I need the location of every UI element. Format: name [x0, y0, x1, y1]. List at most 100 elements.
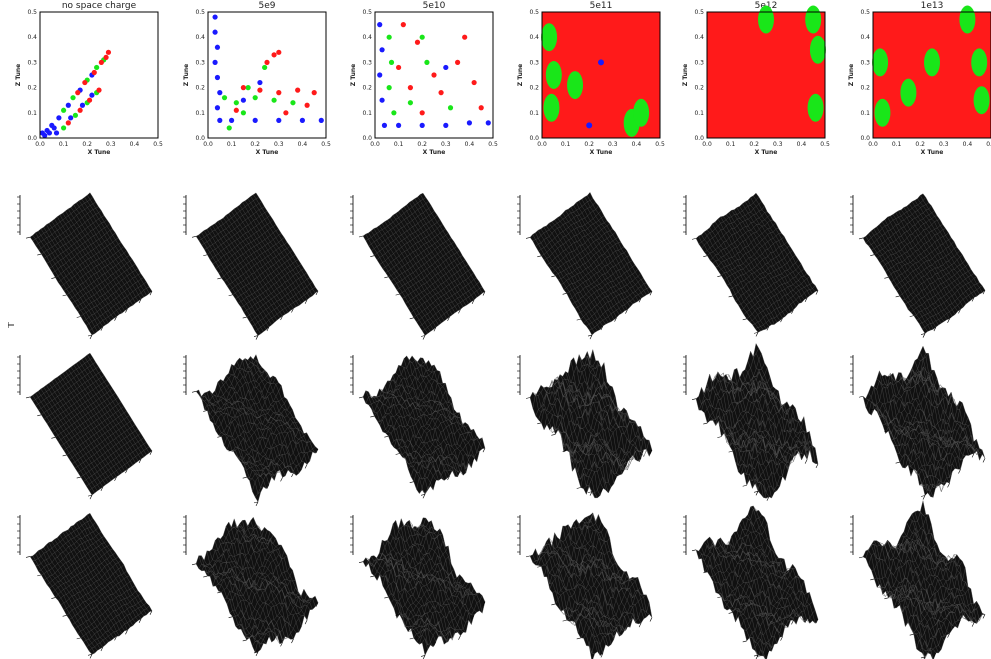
base-axis-tick: [804, 618, 808, 623]
mesh-line: [247, 198, 310, 298]
mesh-line: [895, 540, 958, 629]
mesh-line: [46, 384, 109, 483]
data-point-red: [471, 79, 477, 86]
base-axis-tick: [25, 556, 31, 558]
base-axis-tick: [255, 501, 259, 507]
mesh-line: [717, 218, 780, 321]
data-point-green: [545, 61, 562, 89]
mesh-line: [51, 541, 114, 639]
base-axis-tick: [482, 601, 486, 606]
mesh-line: [709, 227, 772, 325]
mesh-line: [587, 195, 650, 294]
base-axis-tick: [89, 495, 93, 500]
mesh-line: [753, 505, 816, 624]
mesh-line: [543, 226, 606, 325]
mesh-line: [46, 544, 109, 643]
base-axis-tick: [958, 309, 961, 314]
mesh-line: [753, 352, 816, 464]
surface-plot-r2-c6: [845, 185, 990, 338]
mesh-line: [57, 537, 120, 637]
base-axis-tick: [315, 602, 319, 607]
base-axis-tick: [433, 479, 437, 485]
mesh-line: [538, 230, 601, 330]
base-axis-tick: [62, 294, 67, 297]
mesh-line: [723, 376, 786, 481]
base-axis-tick: [114, 476, 117, 481]
mesh-line: [54, 539, 117, 637]
mesh-line: [745, 517, 808, 621]
x-tick-label: 0.5: [488, 141, 498, 148]
y-tick-label: 0.3: [694, 59, 704, 66]
mesh-line: [901, 209, 964, 308]
base-axis-tick: [395, 293, 400, 296]
base-axis-tick: [358, 561, 364, 563]
base-axis-tick: [217, 591, 222, 594]
base-axis-tick: [409, 317, 414, 320]
mesh-line: [32, 395, 95, 494]
mesh-line: [739, 523, 802, 617]
mesh-surface: [183, 192, 319, 340]
base-axis-tick: [576, 318, 581, 321]
y-tick-label: 0.4: [195, 34, 205, 41]
mesh-line: [887, 539, 950, 634]
mesh-line: [868, 544, 931, 655]
base-axis-tick: [471, 457, 475, 463]
mesh-line: [884, 540, 947, 637]
base-axis-tick: [947, 318, 950, 323]
surface-plot-r2-c4: [512, 185, 657, 340]
y-tick-label: 0.3: [860, 59, 870, 66]
base-axis-tick: [742, 484, 747, 487]
mesh-line: [873, 540, 937, 654]
base-axis-tick: [304, 619, 308, 625]
mesh-line: [731, 380, 794, 464]
mesh-line: [884, 374, 947, 483]
mesh-line: [57, 377, 120, 476]
mesh-line: [401, 208, 464, 308]
y-tick-label: 0.0: [529, 135, 539, 142]
base-axis-tick: [114, 316, 117, 321]
surface-plot-r2-c3: [345, 185, 490, 340]
data-point-red: [400, 22, 406, 28]
mesh-line: [409, 359, 472, 468]
mesh-line: [212, 548, 275, 641]
base-axis-tick: [37, 574, 42, 577]
base-axis-tick: [149, 450, 153, 455]
mesh-line: [395, 372, 458, 477]
tune-scatter-plot: 0.0 0.1 0.2 0.3 0.4 0.5 0.0 0.1 0.2 0.3 0.4 0.5 X Tu…: [682, 5, 830, 156]
base-axis-tick: [51, 597, 56, 599]
mesh-line: [392, 523, 456, 641]
x-tick-label: 0.0: [203, 141, 213, 148]
base-axis-tick: [433, 327, 437, 332]
data-point-green: [567, 71, 584, 100]
data-point-green: [240, 110, 246, 116]
mesh-line: [698, 396, 761, 495]
base-axis-tick: [755, 332, 759, 337]
data-point-green: [386, 85, 392, 91]
mesh-line: [914, 360, 977, 452]
mesh-line: [736, 207, 800, 304]
mesh-line: [876, 540, 939, 653]
mesh-line: [750, 197, 813, 294]
mesh-line: [535, 548, 598, 652]
base-axis-tick: [253, 501, 259, 504]
mesh-line: [29, 237, 93, 336]
mesh-line: [750, 506, 813, 621]
base-axis-tick: [766, 650, 770, 655]
mesh-line: [570, 527, 634, 622]
mesh-line: [398, 527, 461, 636]
base-axis-tick: [447, 475, 450, 481]
surface-body: [696, 193, 818, 333]
mesh-line: [546, 541, 609, 647]
mesh-line: [422, 193, 486, 292]
mesh-line: [59, 375, 123, 474]
tune-scatter-plot: 0.0 0.1 0.2 0.3 0.4 0.5 0.0 0.1 0.2 0.3 0.4 0.5 X Tu…: [183, 9, 331, 156]
mesh-line: [540, 385, 604, 489]
base-axis-tick: [922, 333, 926, 338]
mesh-line: [195, 192, 257, 237]
data-point-green: [872, 48, 889, 77]
mesh-line: [924, 614, 986, 659]
data-point-blue: [443, 64, 449, 71]
x-tick-label: 0.3: [274, 141, 284, 148]
mesh-line: [909, 369, 972, 455]
mesh-line: [390, 379, 453, 471]
